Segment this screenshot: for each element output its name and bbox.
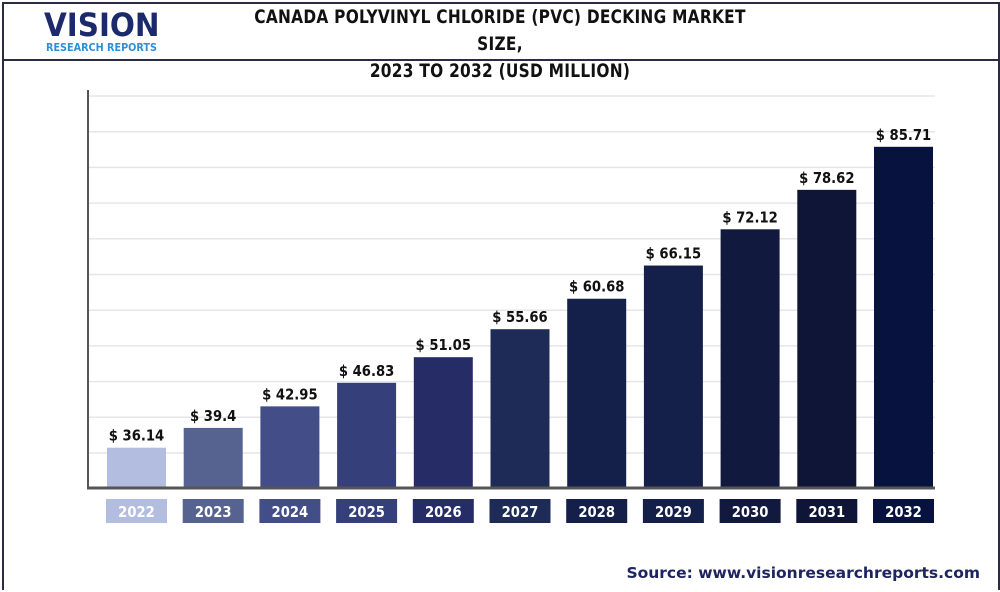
bar-2029 bbox=[643, 265, 703, 488]
data-label-2027: $ 55.66 bbox=[492, 309, 548, 326]
title-line-1: CANADA POLYVINYL CHLORIDE (PVC) DECKING … bbox=[254, 6, 746, 55]
logo-word: VISION bbox=[44, 6, 160, 44]
x-tick-label-2031: 2031 bbox=[808, 504, 845, 521]
x-label-box-2032 bbox=[873, 499, 934, 523]
x-tick-label-2029: 2029 bbox=[655, 504, 692, 521]
x-label-box-2026 bbox=[412, 499, 474, 523]
x-tick-label-2032: 2032 bbox=[885, 504, 922, 521]
data-label-2022: $ 36.14 bbox=[109, 428, 165, 445]
data-label-2028: $ 60.68 bbox=[569, 279, 624, 296]
x-label-box-2022 bbox=[106, 499, 167, 523]
x-label-box-2028 bbox=[566, 499, 628, 523]
x-label-box-2025 bbox=[336, 499, 398, 523]
x-tick-label-2028: 2028 bbox=[578, 504, 615, 521]
header-divider bbox=[2, 59, 998, 61]
x-label-box-2031 bbox=[796, 499, 858, 523]
chart-title: CANADA POLYVINYL CHLORIDE (PVC) DECKING … bbox=[248, 4, 752, 85]
bar-2022 bbox=[107, 447, 166, 488]
x-tick-label-2023: 2023 bbox=[195, 504, 232, 521]
vision-research-reports-logo: VISION RESEARCH REPORTS bbox=[44, 8, 160, 54]
data-label-2030: $ 72.12 bbox=[722, 210, 777, 227]
x-label-box-2023 bbox=[182, 499, 244, 523]
data-label-2032: $ 85.71 bbox=[876, 127, 931, 144]
data-label-2026: $ 51.05 bbox=[416, 337, 471, 354]
data-label-2029: $ 66.15 bbox=[646, 246, 701, 263]
x-tick-label-2025: 2025 bbox=[348, 504, 385, 521]
bar-2032 bbox=[874, 146, 933, 488]
bar-2023 bbox=[183, 427, 243, 488]
bar-2030 bbox=[720, 229, 780, 488]
data-label-2023: $ 39.4 bbox=[190, 408, 236, 425]
bar-2027 bbox=[490, 329, 550, 488]
data-label-2031: $ 78.62 bbox=[799, 170, 854, 187]
bar-2028 bbox=[567, 298, 627, 488]
bar-2026 bbox=[413, 357, 473, 488]
bar-2031 bbox=[797, 189, 857, 488]
logo-subtitle: RESEARCH REPORTS bbox=[46, 42, 157, 54]
bar-2024 bbox=[260, 406, 320, 488]
source-text: Source: www.visionresearchreports.com bbox=[626, 564, 980, 582]
x-label-box-2024 bbox=[259, 499, 321, 523]
x-label-box-2029 bbox=[642, 499, 704, 523]
title-line-2: 2023 TO 2032 (USD MILLION) bbox=[369, 60, 631, 82]
data-label-2024: $ 42.95 bbox=[262, 387, 317, 404]
x-tick-label-2027: 2027 bbox=[502, 504, 539, 521]
x-tick-label-2024: 2024 bbox=[272, 504, 309, 521]
x-label-box-2030 bbox=[719, 499, 781, 523]
x-tick-label-2022: 2022 bbox=[118, 504, 155, 521]
bar-2025 bbox=[337, 382, 397, 488]
x-label-box-2027 bbox=[489, 499, 551, 523]
x-tick-label-2026: 2026 bbox=[425, 504, 462, 521]
x-tick-label-2030: 2030 bbox=[732, 504, 769, 521]
data-label-2025: $ 46.83 bbox=[339, 363, 394, 380]
